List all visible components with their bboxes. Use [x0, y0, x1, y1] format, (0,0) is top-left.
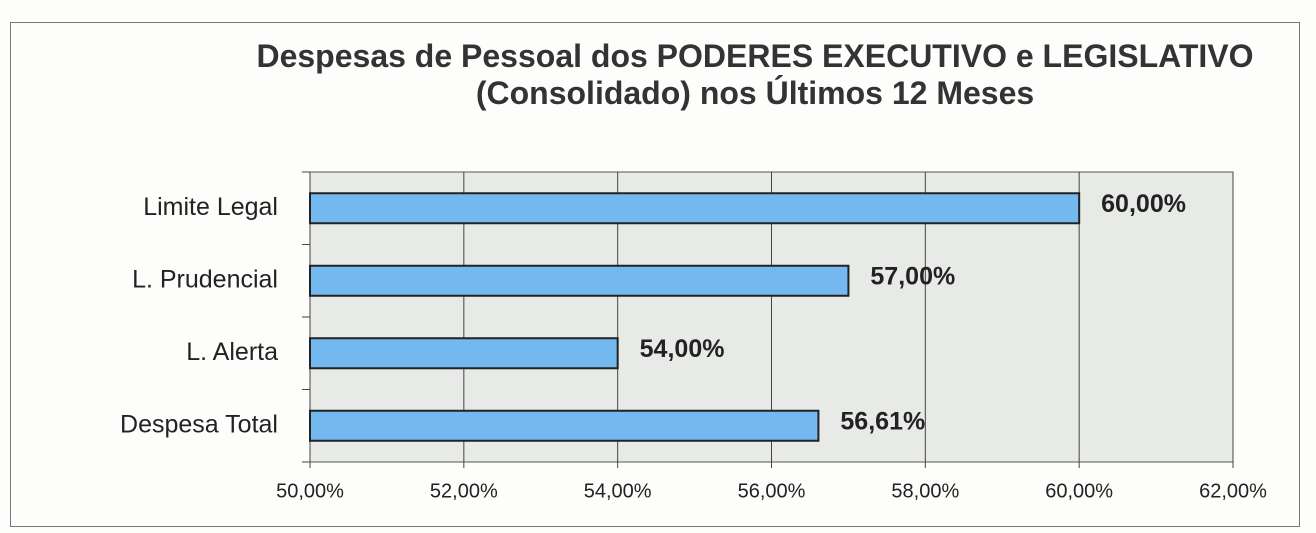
bar [309, 409, 820, 442]
bar [309, 264, 850, 297]
y-tick-label: Limite Legal [143, 193, 278, 221]
value-label: 60,00% [1101, 190, 1186, 218]
x-tick-label: 56,00% [738, 480, 806, 502]
y-tick-label: L. Alerta [186, 338, 278, 366]
x-tick-label: 60,00% [1045, 480, 1113, 502]
chart-frame [10, 22, 1300, 527]
value-label: 56,61% [840, 407, 925, 435]
x-tick-label: 54,00% [584, 480, 652, 502]
x-tick-label: 52,00% [430, 480, 498, 502]
x-tick-label: 50,00% [276, 480, 344, 502]
y-tick-label: Despesa Total [120, 410, 278, 438]
y-tick-label: L. Prudencial [132, 265, 278, 293]
value-label: 54,00% [640, 335, 725, 363]
x-tick-label: 58,00% [891, 480, 959, 502]
bar [309, 337, 619, 370]
bar [309, 192, 1081, 225]
chart-title: Despesas de Pessoal dos PODERES EXECUTIV… [256, 38, 1254, 111]
x-tick-label: 62,00% [1199, 480, 1267, 502]
value-label: 57,00% [870, 262, 955, 290]
